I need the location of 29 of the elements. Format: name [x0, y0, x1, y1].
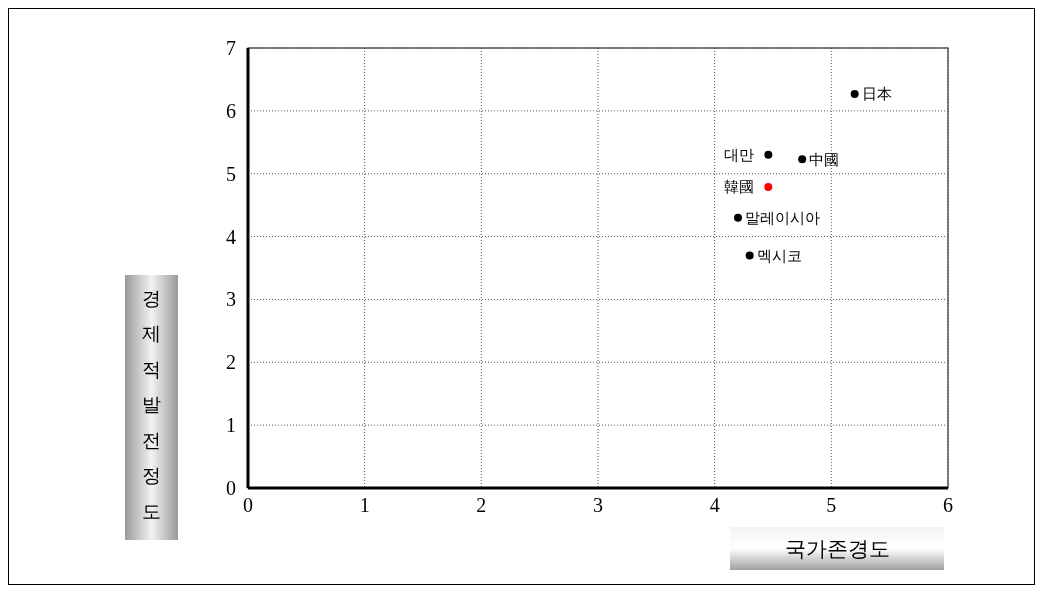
x-tick-label: 5: [826, 494, 837, 516]
annotation: 멕시코: [756, 246, 802, 265]
point: [734, 213, 742, 222]
point: [764, 150, 773, 159]
x-tick-label: 3: [593, 494, 603, 516]
x-axis-title: 국가존경도: [784, 537, 890, 562]
x-tick-label: 2: [476, 494, 487, 516]
y-tick-label: 5: [226, 162, 236, 185]
y-axis-title: 경제적발전정도: [141, 286, 161, 522]
x-tick-label: 4: [709, 494, 720, 516]
annotation: 韓國: [724, 178, 755, 197]
x-tick-label: 6: [943, 494, 953, 516]
annotation: 日本: [861, 85, 892, 104]
y-tick-label: 3: [226, 288, 236, 311]
annotation: 中國: [809, 150, 840, 169]
point: [798, 155, 807, 164]
y-tick-label: 7: [226, 37, 236, 59]
point: [850, 89, 859, 98]
y-tick-label: 1: [226, 414, 236, 437]
point: [764, 182, 773, 191]
point: [745, 251, 754, 260]
annotation: 대만: [724, 146, 755, 165]
y-tick-label: 2: [226, 351, 236, 374]
y-tick-label: 6: [226, 99, 236, 122]
annotation: 말레이시아: [745, 208, 820, 227]
x-tick-label: 1: [359, 494, 370, 516]
y-tick-label: 0: [226, 477, 236, 499]
y-tick-label: 4: [226, 225, 236, 248]
x-tick-label: 0: [243, 494, 253, 516]
